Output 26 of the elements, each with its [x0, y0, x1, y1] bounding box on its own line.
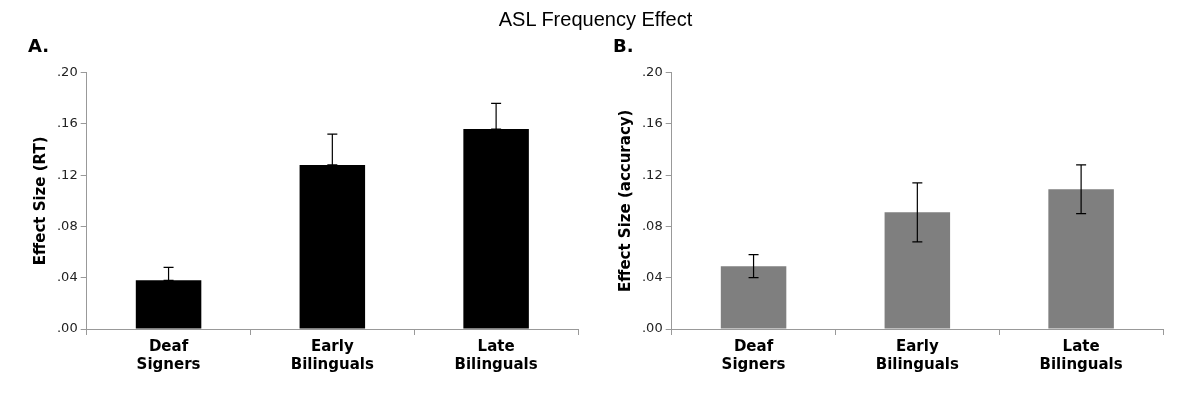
- x-tick-label: Deaf Signers: [136, 336, 201, 373]
- y-tick-label: .08: [56, 217, 78, 233]
- x-tick-label: Late Bilinguals: [1039, 336, 1123, 373]
- y-tick-label: .20: [641, 63, 663, 79]
- y-tick-label: .08: [641, 217, 663, 233]
- x-tick-label: Deaf Signers: [721, 336, 786, 373]
- y-tick-label: .00: [56, 320, 78, 336]
- y-tick-label: .12: [641, 166, 663, 182]
- y-tick-label: .12: [56, 166, 78, 182]
- y-tick-label: .04: [641, 269, 663, 285]
- y-tick-label: .00: [641, 320, 663, 336]
- bar: [1048, 189, 1114, 329]
- y-axis-title: Effect Size (RT): [30, 136, 49, 266]
- y-tick-label: .20: [56, 63, 78, 79]
- bar: [720, 266, 787, 329]
- y-tick-label: .04: [56, 269, 78, 285]
- bar: [884, 212, 951, 329]
- text: ASL Frequency Effect: [497, 8, 694, 31]
- x-tick-label: Early Bilinguals: [290, 336, 374, 373]
- x-tick-label: Early Bilinguals: [875, 336, 959, 373]
- y-axis-title: Effect Size (accuracy): [615, 109, 634, 293]
- y-tick-label: .16: [641, 115, 663, 131]
- chart-title: B.: [613, 35, 634, 57]
- x-tick-label: Late Bilinguals: [454, 336, 538, 373]
- chart-title: A.: [28, 35, 50, 57]
- y-tick-label: .16: [56, 115, 78, 131]
